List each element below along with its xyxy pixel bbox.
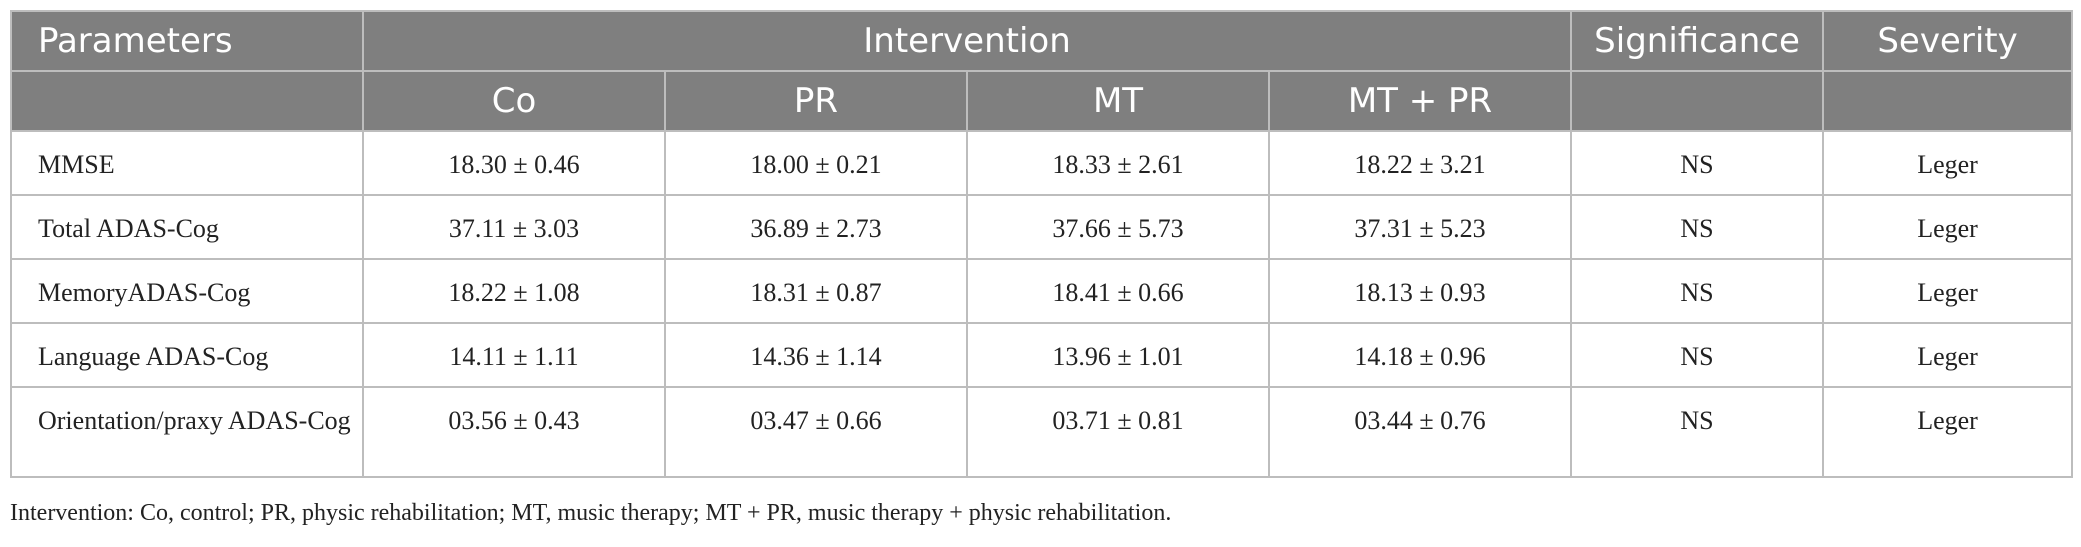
cell-pr: 14.36 ± 1.14 bbox=[664, 322, 968, 388]
header-sub-co: Co bbox=[362, 70, 666, 132]
table-footnote: Intervention: Co, control; PR, physic re… bbox=[10, 500, 1172, 526]
cell-severity: Leger bbox=[1822, 194, 2074, 260]
header-severity: Severity bbox=[1822, 10, 2074, 72]
cell-significance: NS bbox=[1570, 386, 1825, 478]
cell-parameter: MemoryADAS-Cog bbox=[10, 258, 364, 324]
cell-severity: Leger bbox=[1822, 258, 2074, 324]
cell-mtpr: 03.44 ± 0.76 bbox=[1267, 386, 1573, 478]
cell-co: 14.11 ± 1.11 bbox=[362, 322, 666, 388]
header-sub-empty bbox=[1822, 70, 2074, 132]
header-sub-empty bbox=[10, 70, 364, 132]
cell-parameter: Language ADAS-Cog bbox=[10, 322, 364, 388]
cell-severity: Leger bbox=[1822, 386, 2074, 478]
cell-pr: 03.47 ± 0.66 bbox=[664, 386, 968, 478]
cell-parameter: Total ADAS-Cog bbox=[10, 194, 364, 260]
cell-parameter: MMSE bbox=[10, 130, 364, 196]
cell-severity: Leger bbox=[1822, 322, 2074, 388]
cell-mt: 37.66 ± 5.73 bbox=[966, 194, 1270, 260]
results-table: Parameters Intervention Significance Sev… bbox=[10, 10, 2074, 478]
cell-mtpr: 37.31 ± 5.23 bbox=[1267, 194, 1573, 260]
table-row: Language ADAS-Cog 14.11 ± 1.11 14.36 ± 1… bbox=[10, 322, 2074, 388]
cell-mtpr: 14.18 ± 0.96 bbox=[1267, 322, 1573, 388]
cell-severity: Leger bbox=[1822, 130, 2074, 196]
cell-mtpr: 18.13 ± 0.93 bbox=[1267, 258, 1573, 324]
header-significance: Significance bbox=[1570, 10, 1825, 72]
cell-mtpr: 18.22 ± 3.21 bbox=[1267, 130, 1573, 196]
cell-co: 18.30 ± 0.46 bbox=[362, 130, 666, 196]
header-parameters: Parameters bbox=[10, 10, 364, 72]
cell-co: 03.56 ± 0.43 bbox=[362, 386, 666, 478]
header-row-top: Parameters Intervention Significance Sev… bbox=[10, 10, 2074, 72]
cell-mt: 18.41 ± 0.66 bbox=[966, 258, 1270, 324]
table-row: Total ADAS-Cog 37.11 ± 3.03 36.89 ± 2.73… bbox=[10, 194, 2074, 260]
cell-significance: NS bbox=[1570, 258, 1825, 324]
table-body: MMSE 18.30 ± 0.46 18.00 ± 0.21 18.33 ± 2… bbox=[10, 130, 2074, 478]
cell-mt: 03.71 ± 0.81 bbox=[966, 386, 1270, 478]
results-table-container: Parameters Intervention Significance Sev… bbox=[10, 10, 2074, 478]
header-row-sub: Co PR MT MT + PR bbox=[10, 70, 2074, 132]
cell-co: 37.11 ± 3.03 bbox=[362, 194, 666, 260]
cell-co: 18.22 ± 1.08 bbox=[362, 258, 666, 324]
table-row: MemoryADAS-Cog 18.22 ± 1.08 18.31 ± 0.87… bbox=[10, 258, 2074, 324]
header-sub-empty bbox=[1570, 70, 1825, 132]
cell-pr: 18.31 ± 0.87 bbox=[664, 258, 968, 324]
cell-significance: NS bbox=[1570, 322, 1825, 388]
table-header: Parameters Intervention Significance Sev… bbox=[10, 10, 2074, 132]
header-intervention: Intervention bbox=[361, 10, 1573, 72]
table-row: MMSE 18.30 ± 0.46 18.00 ± 0.21 18.33 ± 2… bbox=[10, 130, 2074, 196]
cell-mt: 18.33 ± 2.61 bbox=[966, 130, 1270, 196]
cell-significance: NS bbox=[1570, 130, 1825, 196]
table-row: Orientation/praxy ADAS-Cog 03.56 ± 0.43 … bbox=[10, 386, 2074, 478]
cell-pr: 36.89 ± 2.73 bbox=[664, 194, 968, 260]
header-sub-pr: PR bbox=[664, 70, 968, 132]
cell-pr: 18.00 ± 0.21 bbox=[664, 130, 968, 196]
cell-significance: NS bbox=[1570, 194, 1825, 260]
cell-parameter: Orientation/praxy ADAS-Cog bbox=[10, 386, 364, 478]
header-sub-mtpr: MT + PR bbox=[1267, 70, 1573, 132]
header-sub-mt: MT bbox=[966, 70, 1270, 132]
cell-mt: 13.96 ± 1.01 bbox=[966, 322, 1270, 388]
